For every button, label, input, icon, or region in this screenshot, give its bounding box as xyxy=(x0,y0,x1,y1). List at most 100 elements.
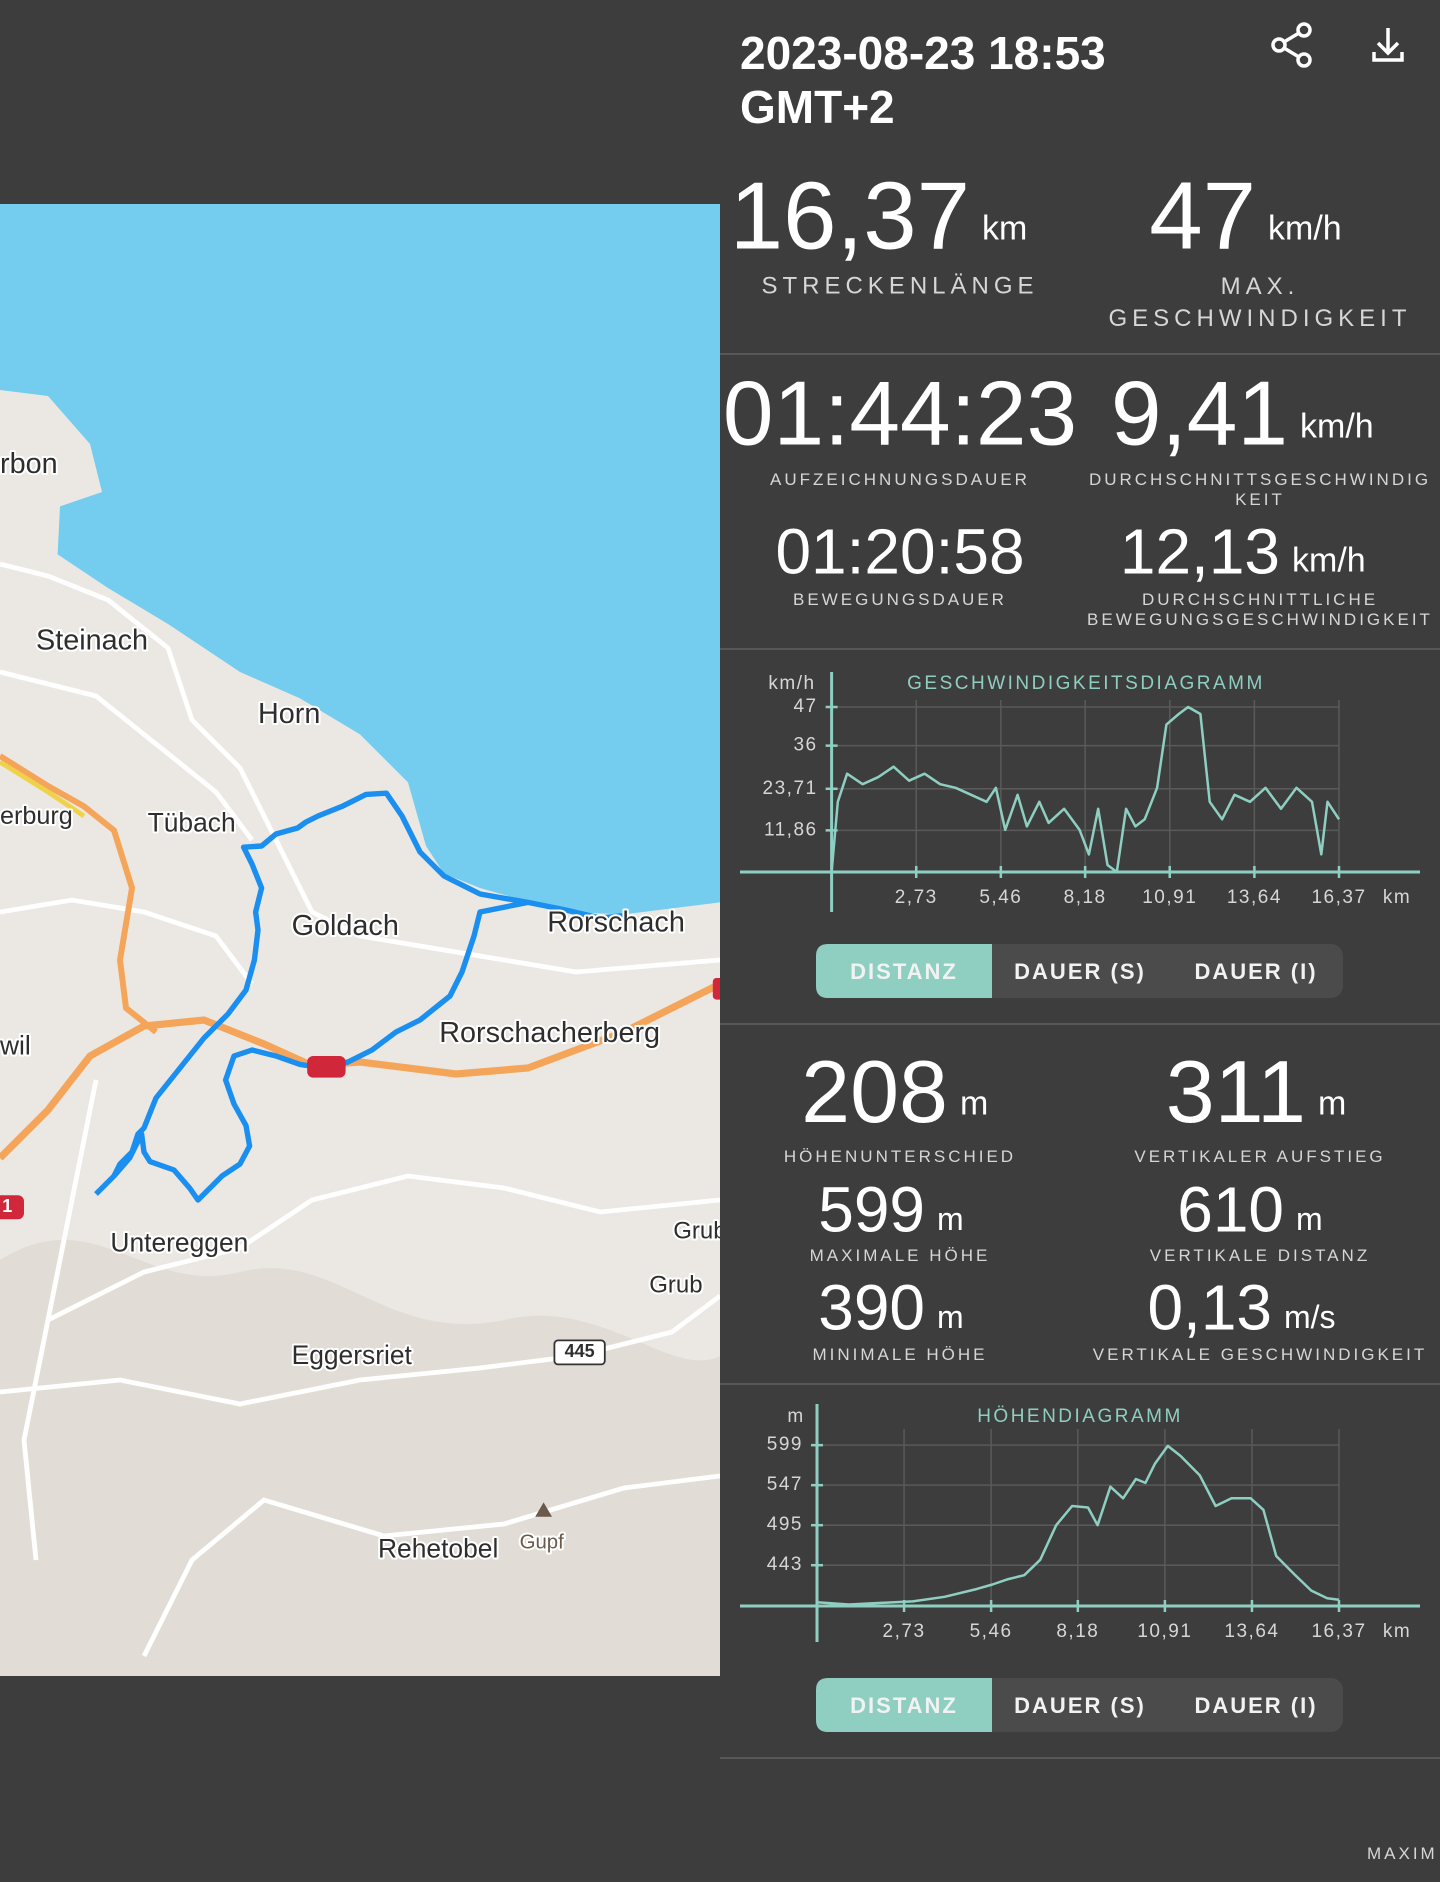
stat-value: 390 xyxy=(818,1271,925,1344)
stat-value: 208 xyxy=(801,1042,948,1142)
data-line xyxy=(816,1444,1340,1606)
y-tick-label: 495 xyxy=(767,1514,803,1535)
map-label: 1 xyxy=(2,1196,12,1216)
tab-active-bg xyxy=(816,1678,992,1732)
chart-title: HÖHENDIAGRAMM xyxy=(977,1406,1183,1427)
stat-unit: m/s xyxy=(1284,1298,1336,1335)
map-terrain xyxy=(0,1240,720,1676)
stat-label: VERTIKALE DISTANZ xyxy=(1149,1245,1371,1265)
map-label: Steinach xyxy=(36,625,148,657)
stat-label: VERTIKALER AUFSTIEG xyxy=(1134,1146,1386,1166)
map-label: Gupf xyxy=(520,1532,565,1554)
stat-label: DURCHSCHNITTLICHE BEWEGUNGSGESCHWINDIGKE… xyxy=(1087,590,1433,629)
stat-label: DURCHSCHNITTSGESCHWINDIGKEIT xyxy=(1088,470,1432,509)
map-water xyxy=(0,204,720,915)
x-tick-label: 13,64 xyxy=(1224,1621,1279,1642)
map[interactable]: rbon Steinach Horn erburg Tübach Goldach Rorsc… xyxy=(0,204,727,1680)
y-tick-label: 599 xyxy=(767,1434,803,1455)
map-label: Horn xyxy=(258,698,320,730)
stat-label: MAX. GESCHWINDIGKEIT xyxy=(1108,273,1412,332)
y-axis-label: km/h xyxy=(768,673,815,694)
map-label: Tübach xyxy=(148,807,236,837)
map-label: Rehetobel xyxy=(378,1533,498,1563)
stat-unit: km/h xyxy=(1300,407,1374,446)
map-junction xyxy=(307,1056,346,1078)
stat-value: 599 xyxy=(818,1173,925,1246)
y-tick-label: 443 xyxy=(767,1554,803,1575)
y-tick-label: 547 xyxy=(767,1474,803,1495)
x-axis-label: km xyxy=(1383,1621,1411,1642)
stat-unit: m xyxy=(937,1298,964,1335)
tab[interactable]: DAUER (I) xyxy=(1194,1693,1317,1718)
stat-value: 311 xyxy=(1165,1042,1306,1142)
map-label: Eggersriet xyxy=(292,1340,413,1370)
x-tick-label: 5,46 xyxy=(970,1621,1013,1642)
stat-unit: km/h xyxy=(1268,210,1342,249)
map-junction xyxy=(712,978,720,1000)
stat-value: 01:20:58 xyxy=(775,515,1025,588)
stat-label: HÖHENUNTERSCHIED xyxy=(783,1146,1017,1166)
data-line xyxy=(830,705,1341,874)
stat-label: AUFZEICHNUNGSDAUER xyxy=(770,469,1030,489)
tab[interactable]: DAUER (S) xyxy=(1014,1693,1146,1718)
share-button[interactable] xyxy=(1271,22,1312,68)
stat-label: MINIMALE HÖHE xyxy=(812,1344,988,1364)
map-junction-shield xyxy=(0,1195,24,1220)
y-tick-label: 47 xyxy=(793,696,817,717)
map-peak xyxy=(535,1502,552,1517)
stat-unit: m xyxy=(1296,1200,1323,1237)
footer-brand: MAXIM xyxy=(1367,1843,1438,1863)
map-label: Grub xyxy=(649,1272,702,1299)
stat-value: 01:44:23 xyxy=(722,363,1078,465)
tab[interactable]: DAUER (I) xyxy=(1194,959,1317,984)
map-route xyxy=(94,790,625,1203)
map-label: Untereggen xyxy=(110,1227,248,1257)
stat-value: 9,41 xyxy=(1110,363,1288,465)
map-label: erburg xyxy=(0,802,73,830)
tab[interactable]: DISTANZ xyxy=(850,959,958,984)
x-tick-label: 8,18 xyxy=(1056,1621,1099,1642)
x-tick-label: 5,46 xyxy=(979,887,1022,908)
y-axis-label: m xyxy=(787,1406,804,1427)
stat-label: BEWEGUNGSDAUER xyxy=(793,589,1007,609)
download-button[interactable] xyxy=(1372,28,1404,62)
tab-active-bg xyxy=(816,944,992,998)
stat-unit: m xyxy=(960,1084,989,1123)
x-tick-label: 16,37 xyxy=(1311,1621,1366,1642)
x-tick-label: 2,73 xyxy=(883,1621,926,1642)
map-label: Rorschacherberg xyxy=(439,1017,660,1049)
stat-value: 47 xyxy=(1149,162,1256,270)
stat-value: 0,13 xyxy=(1147,1271,1272,1344)
y-tick-label: 36 xyxy=(793,735,817,756)
map-label: Rorschach xyxy=(547,907,685,939)
chart-title: GESCHWINDIGKEITSDIAGRAMM xyxy=(907,673,1265,694)
map-roads xyxy=(0,561,720,1658)
x-tick-label: 16,37 xyxy=(1311,887,1366,908)
stat-label: MAXIMALE HÖHE xyxy=(809,1245,991,1265)
stat-label: VERTIKALE GESCHWINDIGKEIT xyxy=(1092,1344,1428,1364)
y-tick-label: 11,86 xyxy=(764,819,818,840)
stat-value: 16,37 xyxy=(729,162,970,270)
map-label: 445 xyxy=(565,1341,595,1361)
x-tick-label: 2,73 xyxy=(895,887,938,908)
tab[interactable]: DISTANZ xyxy=(850,1693,958,1718)
map-road xyxy=(0,759,86,818)
map-highway xyxy=(0,980,720,1161)
x-axis-label: km xyxy=(1383,887,1411,908)
stat-unit: m xyxy=(1318,1084,1347,1123)
x-tick-label: 10,91 xyxy=(1142,887,1197,908)
y-tick-label: 23,71 xyxy=(763,778,818,799)
activity-datetime: 2023-08-23 18:53 GMT+2 xyxy=(740,27,1106,133)
map-label: rbon xyxy=(0,448,58,480)
map-label: Goldach xyxy=(292,910,399,942)
stat-value: 12,13 xyxy=(1119,515,1280,588)
stat-unit: m xyxy=(937,1200,964,1237)
stat-label: STRECKENLÄNGE xyxy=(761,272,1039,300)
map-road-shield xyxy=(553,1339,606,1366)
tab[interactable]: DAUER (S) xyxy=(1014,959,1146,984)
x-tick-label: 13,64 xyxy=(1227,887,1282,908)
map-highway xyxy=(0,753,158,1035)
x-tick-label: 10,91 xyxy=(1137,1621,1192,1642)
